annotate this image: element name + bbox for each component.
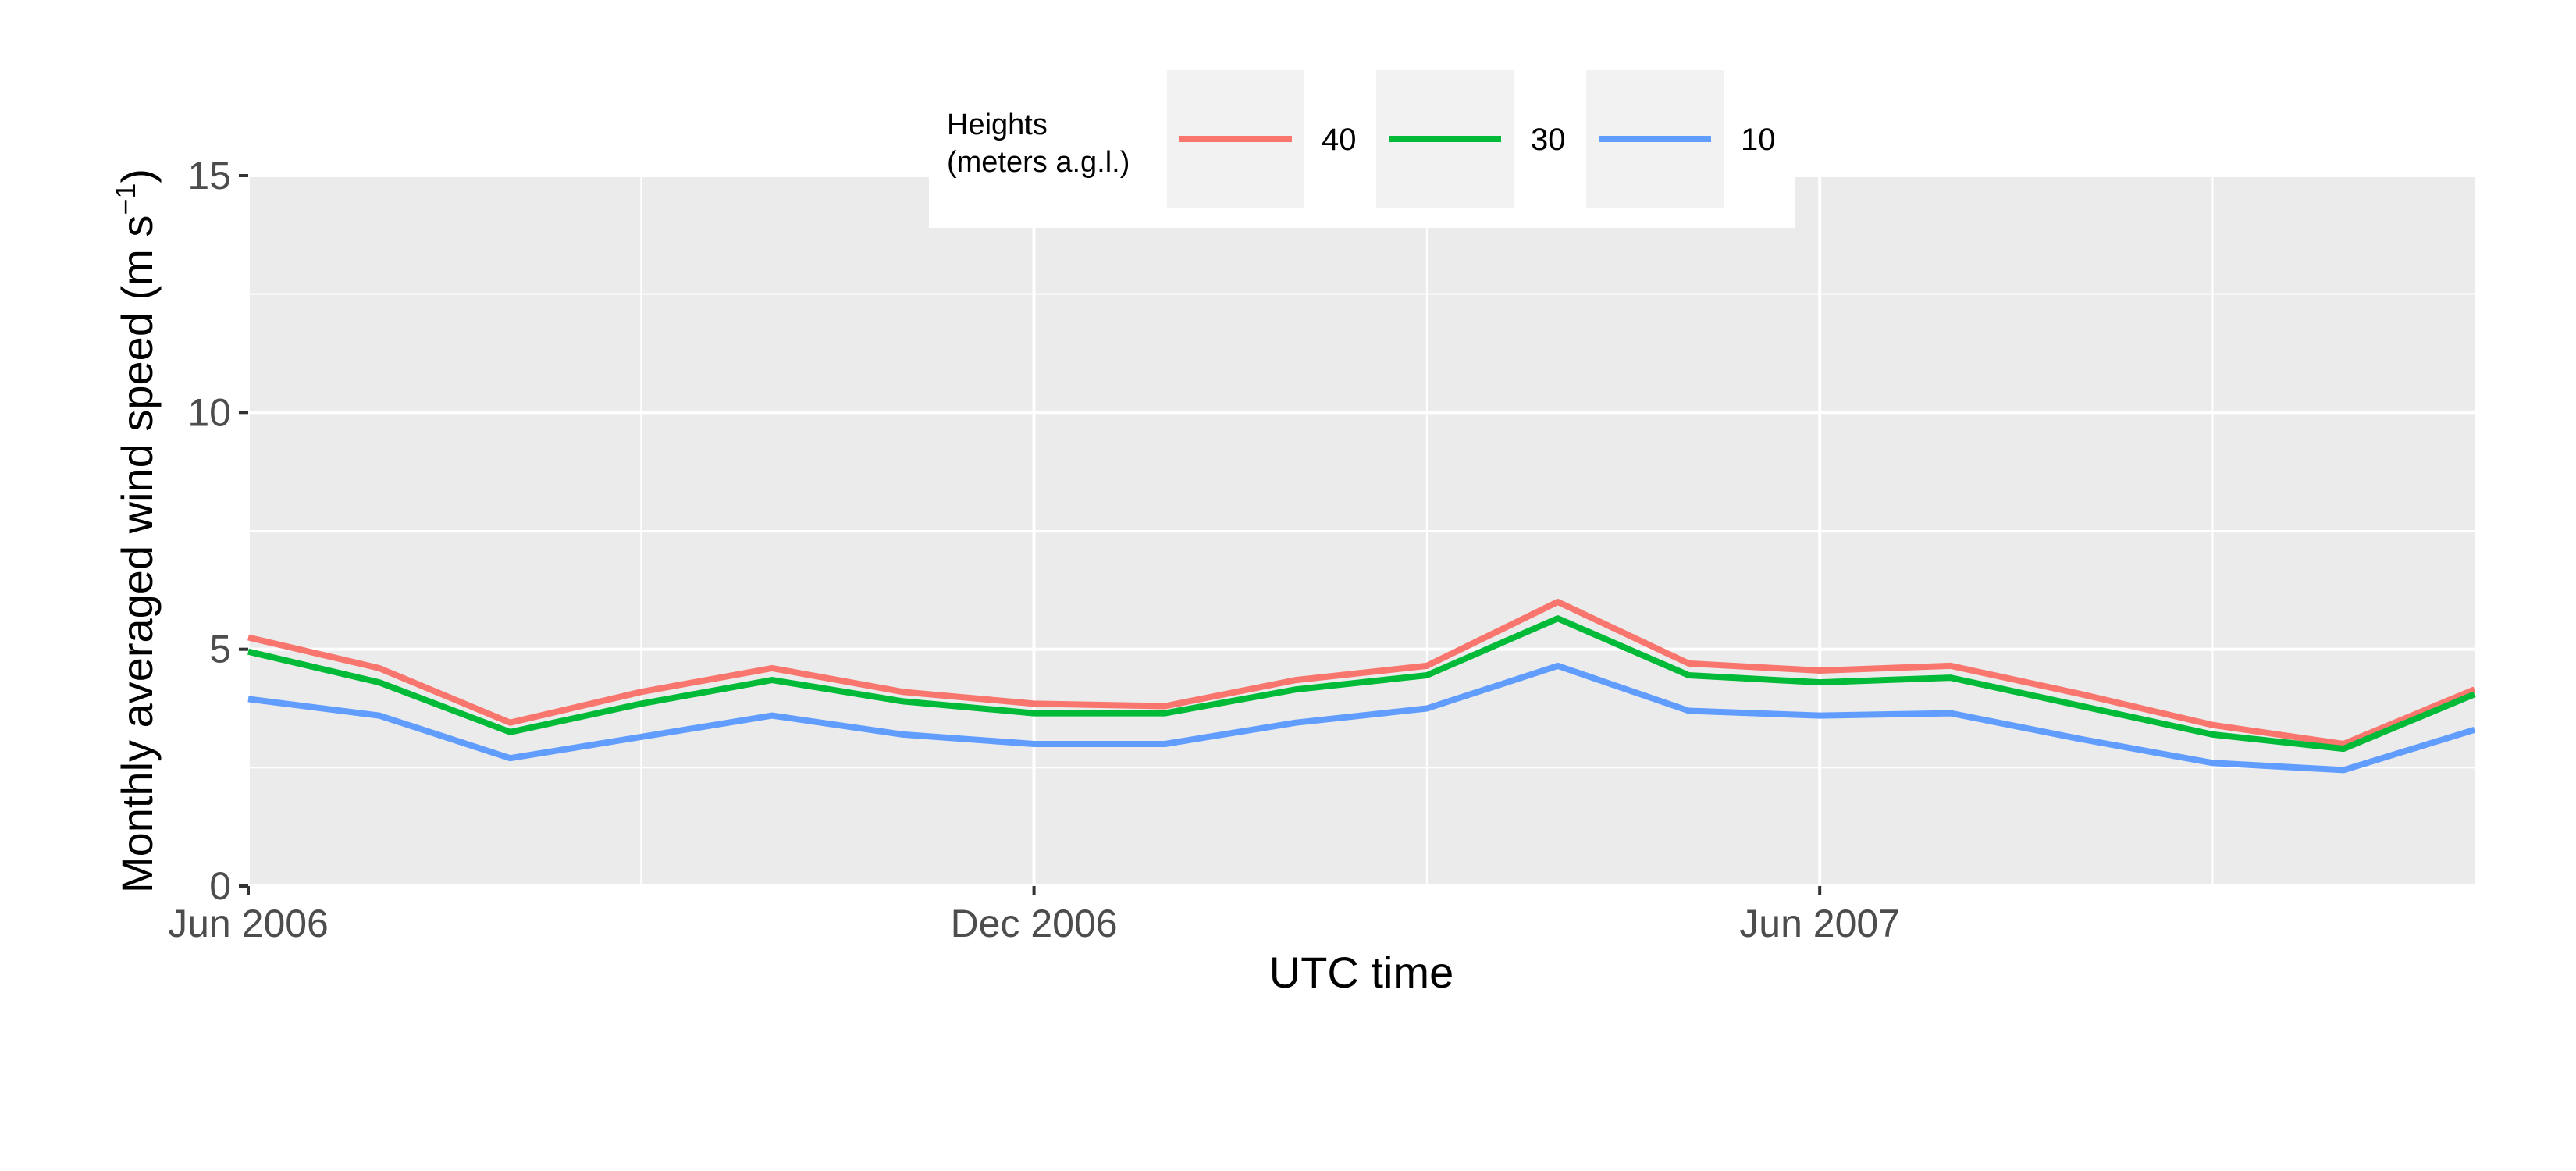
series-line-30 [247, 615, 2476, 753]
x-tick-label: Jun 2007 [1739, 902, 1900, 945]
legend-label: 40 [1322, 123, 1357, 157]
legend-item: 40 [1167, 70, 1357, 208]
series-line-40 [247, 599, 2476, 747]
y-axis-title-main: Monthly averaged wind speed (m s [112, 215, 162, 893]
legend: Heights (meters a.g.l.) 40 30 10 [929, 70, 1795, 228]
legend-item: 10 [1586, 70, 1776, 208]
y-axis-title-unit-sup: −1 [109, 183, 141, 215]
series-layer [247, 599, 2476, 774]
x-tick-label: Dec 2006 [951, 902, 1118, 945]
y-tick-label: 10 [187, 390, 231, 434]
legend-title-line2: (meters a.g.l.) [947, 146, 1130, 179]
y-tick-label: 5 [209, 628, 231, 671]
series-line-10 [247, 662, 2476, 774]
y-axis-title-close: ) [112, 169, 162, 183]
legend-label: 10 [1741, 123, 1776, 157]
y-tick-label: 0 [209, 864, 231, 908]
y-axis-title: Monthly averaged wind speed (m s−1) [109, 169, 162, 893]
x-tick-labels: Jun 2006 Dec 2006 Jun 2007 [168, 902, 1900, 945]
axis-ticks [239, 174, 1822, 895]
grid-minor [248, 176, 2475, 886]
x-tick-label: Jun 2006 [168, 902, 329, 945]
y-tick-labels: 0 5 10 15 [187, 154, 231, 908]
x-axis-title: UTC time [1269, 948, 1453, 997]
legend-title-line1: Heights [947, 109, 1048, 141]
legend-title: Heights (meters a.g.l.) [947, 109, 1130, 179]
legend-item: 30 [1376, 70, 1566, 208]
legend-label: 30 [1531, 123, 1566, 157]
y-tick-label: 15 [187, 154, 231, 198]
